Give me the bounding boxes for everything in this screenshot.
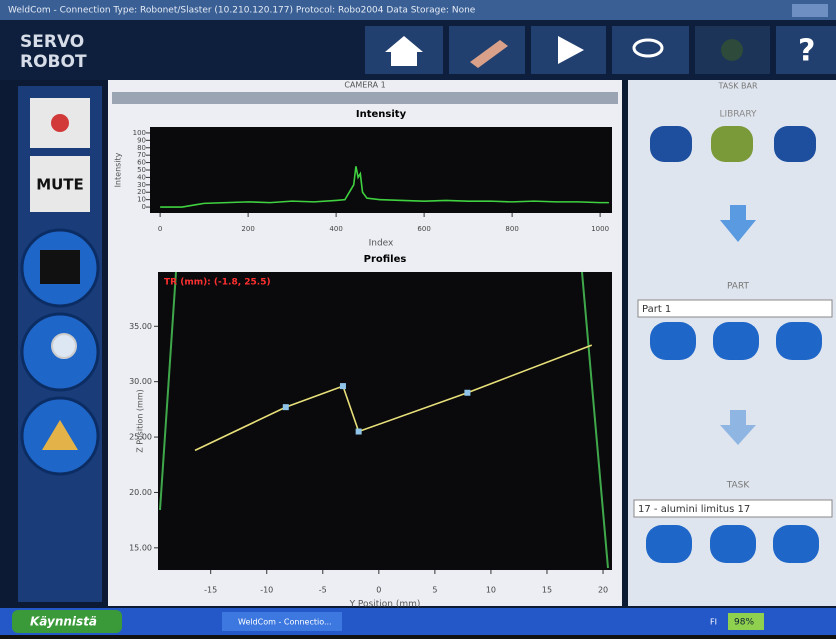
profile-marker <box>283 404 289 410</box>
x-tick-label: 1000 <box>591 225 609 233</box>
y-tick-label: 60 <box>137 159 146 167</box>
task-select-value: 17 - alumini limitus 17 <box>638 504 750 515</box>
x-tick-label: 400 <box>329 225 342 233</box>
x-axis-label: Index <box>369 239 394 249</box>
zoom-icon <box>52 334 76 358</box>
profile-view-icon <box>40 250 80 284</box>
y-tick-label: 80 <box>137 144 146 152</box>
mute-label: MUTE <box>36 176 84 194</box>
y-tick-label: 90 <box>137 136 146 144</box>
x-tick-label: -5 <box>319 586 327 595</box>
y-axis-label: Z Position (mm) <box>136 389 145 453</box>
disabled-icon <box>721 39 743 61</box>
camera-title: CAMERA 1 <box>344 81 385 90</box>
profile-marker <box>464 390 470 396</box>
x-tick-label: 200 <box>241 225 254 233</box>
edit-task-button[interactable] <box>773 525 819 563</box>
y-tick-label: 20 <box>137 188 146 196</box>
export-button[interactable] <box>774 126 816 162</box>
screen: WeldCom - Connection Type: Robonet/Slast… <box>0 0 836 635</box>
x-tick-label: 800 <box>505 225 518 233</box>
x-tick-label: -10 <box>260 586 273 595</box>
start-label: Käynnistä <box>30 615 97 629</box>
x-tick-label: 10 <box>486 586 496 595</box>
window-tab-label: WeldCom - Connectio... <box>238 618 332 627</box>
y-tick-label: 20.00 <box>129 488 152 497</box>
laser-icon <box>51 114 69 132</box>
logo-line: ROBOT <box>20 52 87 72</box>
y-tick-label: 15.00 <box>129 543 152 552</box>
x-tick-label: 20 <box>598 586 608 595</box>
logo-line: SERVO <box>20 32 84 52</box>
x-tick-label: 5 <box>432 586 437 595</box>
delete-task-button[interactable] <box>710 525 756 563</box>
x-tick-label: 600 <box>417 225 430 233</box>
add-part-button[interactable] <box>650 322 696 360</box>
task-bar-title: TASK BAR <box>717 82 758 91</box>
language: FI <box>710 618 717 627</box>
help-icon: ? <box>798 34 815 69</box>
y-axis-label: Intensity <box>114 152 123 187</box>
profile-marker <box>356 429 362 435</box>
save-button[interactable] <box>650 126 692 162</box>
y-tick-label: 70 <box>137 151 146 159</box>
library-title: LIBRARY <box>719 110 757 120</box>
x-tick-label: 0 <box>376 586 381 595</box>
part-title: PART <box>727 282 750 292</box>
chart-title: Intensity <box>356 109 407 120</box>
info-bar <box>112 92 618 104</box>
add-task-button[interactable] <box>646 525 692 563</box>
window-title: WeldCom - Connection Type: Robonet/Slast… <box>8 6 476 16</box>
reload-button[interactable] <box>711 126 753 162</box>
y-tick-label: 40 <box>137 173 146 181</box>
delete-part-button[interactable] <box>713 322 759 360</box>
x-axis-label: Y Position (mm) <box>349 600 421 610</box>
y-tick-label: 0 <box>142 203 146 211</box>
battery-label: 98% <box>734 618 754 628</box>
y-tick-label: 50 <box>137 166 146 174</box>
y-tick-label: 30.00 <box>129 377 152 386</box>
part-select-value: Part 1 <box>642 304 671 315</box>
task-title: TASK <box>726 481 751 491</box>
plot-area <box>158 272 612 570</box>
y-tick-label: 35.00 <box>129 322 152 331</box>
window-controls[interactable] <box>792 4 828 17</box>
toolbar: ? <box>365 26 836 74</box>
y-tick-label: 100 <box>133 129 146 137</box>
x-tick-label: 15 <box>542 586 552 595</box>
chart-title: Profiles <box>364 254 407 265</box>
annotation: TR (mm): (-1.8, 25.5) <box>164 278 271 288</box>
y-tick-label: 30 <box>137 181 146 189</box>
y-tick-label: 10 <box>137 196 146 204</box>
x-tick-label: 0 <box>158 225 162 233</box>
view-button[interactable] <box>612 26 689 74</box>
x-tick-label: -15 <box>204 586 217 595</box>
profile-marker <box>340 383 346 389</box>
edit-part-button[interactable] <box>776 322 822 360</box>
